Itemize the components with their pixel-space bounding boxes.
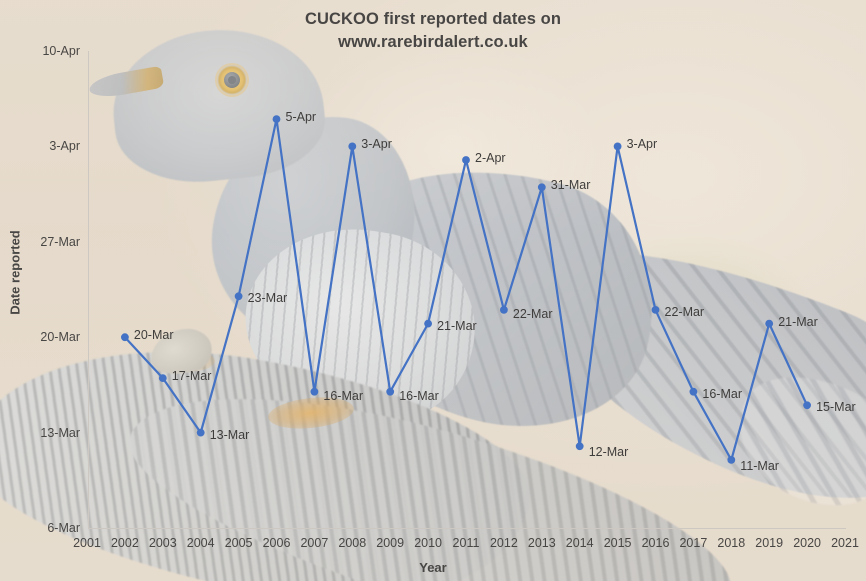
data-point-label: 16-Mar xyxy=(399,388,439,403)
data-point-marker xyxy=(727,456,736,464)
data-point-marker xyxy=(310,387,319,396)
x-tick-label: 2001 xyxy=(73,536,101,550)
bird-pupil xyxy=(228,76,236,84)
data-point-marker xyxy=(500,306,508,314)
x-tick-label: 2020 xyxy=(793,536,821,550)
x-tick-label: 2010 xyxy=(414,536,442,550)
y-axis-ticks: 6-Mar 13-Mar 20-Mar 27-Mar 3-Apr 10-Apr xyxy=(0,0,80,581)
x-tick-label: 2014 xyxy=(565,536,594,550)
x-tick-label: 2011 xyxy=(452,536,480,550)
x-tick-label: 2004 xyxy=(186,536,215,550)
x-tick-label: 2018 xyxy=(717,536,746,550)
cuckoo-bird xyxy=(87,19,866,537)
data-point-marker xyxy=(803,401,811,410)
data-point-marker xyxy=(196,428,205,437)
data-point-label: 12-Mar xyxy=(588,445,629,460)
y-tick-label: 6-Mar xyxy=(47,521,80,535)
data-point-marker xyxy=(234,292,243,301)
data-point-marker xyxy=(689,387,698,396)
x-tick-label: 2019 xyxy=(755,536,784,550)
data-point-label: 16-Mar xyxy=(702,386,742,401)
data-point-label: 21-Mar xyxy=(437,318,477,333)
data-point-label: 20-Mar xyxy=(133,328,174,343)
data-point-label: 22-Mar xyxy=(512,306,553,321)
chart-title-line-1: CUCKOO first reported dates on xyxy=(304,10,562,28)
data-point-marker xyxy=(651,306,660,314)
y-tick-label: 3-Apr xyxy=(49,139,80,154)
data-point-marker xyxy=(613,142,622,151)
series-line xyxy=(124,117,809,461)
x-tick-label: 2015 xyxy=(603,536,632,550)
y-tick-label: 13-Mar xyxy=(40,425,80,440)
data-point-marker xyxy=(121,333,129,342)
data-point-marker xyxy=(348,142,357,151)
y-tick-label: 20-Mar xyxy=(40,330,80,345)
data-point-label: 23-Mar xyxy=(247,291,288,306)
x-tick-label: 2013 xyxy=(527,536,556,550)
data-point-label: 21-Mar xyxy=(778,314,818,329)
data-point-marker xyxy=(158,374,167,382)
data-point-label: 5-Apr xyxy=(285,110,317,125)
data-point-label: 15-Mar xyxy=(816,400,856,415)
x-axis-title: Year xyxy=(419,560,447,575)
data-point-label: 17-Mar xyxy=(171,369,212,384)
data-point-label: 13-Mar xyxy=(209,427,250,442)
y-tick-label: 10-Apr xyxy=(42,44,80,58)
data-point-label: 11-Mar xyxy=(740,458,779,473)
x-tick-label: 2021 xyxy=(831,536,859,550)
x-tick-label: 2002 xyxy=(110,536,139,550)
data-point-label: 16-Mar xyxy=(323,388,363,403)
x-tick-label: 2007 xyxy=(300,536,329,550)
chart-title-line-2: www.rarebirdalert.co.uk xyxy=(338,33,528,51)
data-point-label: 2-Apr xyxy=(475,151,506,166)
data-point-label: 31-Mar xyxy=(550,178,591,193)
data-point-marker xyxy=(462,156,470,164)
data-point-marker xyxy=(537,183,546,192)
y-axis-title: Date reported xyxy=(7,230,23,315)
x-tick-label: 2003 xyxy=(148,536,177,550)
x-tick-label: 2006 xyxy=(262,536,291,550)
chart-title: CUCKOO first reported dates on www.rareb… xyxy=(0,8,866,54)
y-axis-line xyxy=(88,51,89,529)
y-tick-label: 27-Mar xyxy=(40,234,80,249)
x-tick-label: 2012 xyxy=(489,536,518,550)
data-point-marker xyxy=(575,442,584,451)
x-tick-label: 2008 xyxy=(338,536,367,550)
data-point-marker xyxy=(386,387,395,396)
data-point-marker xyxy=(424,319,432,328)
x-tick-label: 2017 xyxy=(679,536,708,550)
x-axis-line xyxy=(88,528,846,529)
x-tick-label: 2005 xyxy=(224,536,253,550)
data-point-marker xyxy=(765,319,774,328)
data-point-label: 3-Apr xyxy=(626,137,658,152)
data-point-label: 22-Mar xyxy=(664,304,705,319)
x-tick-label: 2009 xyxy=(376,536,405,550)
data-point-label: 3-Apr xyxy=(361,137,392,152)
x-tick-label: 2016 xyxy=(641,536,670,550)
data-point-marker xyxy=(272,115,281,123)
